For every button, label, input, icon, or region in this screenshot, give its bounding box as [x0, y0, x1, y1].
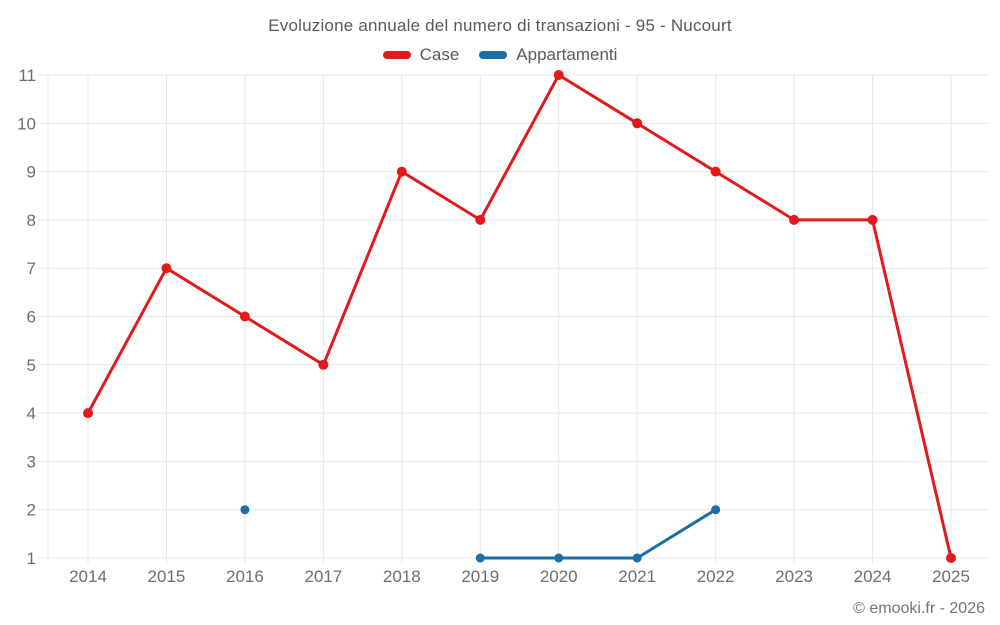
y-axis-label: 3 [27, 452, 36, 471]
x-axis-label: 2025 [932, 567, 970, 586]
x-axis-label: 2024 [854, 567, 892, 586]
chart-title: Evoluzione annuale del numero di transaz… [268, 16, 732, 35]
legend-item-appartamenti[interactable]: Appartamenti [479, 45, 617, 65]
footer-credit: © emooki.fr - 2026 [853, 600, 985, 617]
x-axis-label: 2015 [148, 567, 186, 586]
data-point-2019[interactable] [475, 553, 485, 563]
axis-labels: 1 2 3 4 5 6 7 8 9 10 11 2014 2015 2016 2017 2018 2019 202… [17, 66, 970, 586]
series-case [83, 70, 956, 563]
y-axis-label: 9 [27, 163, 36, 182]
x-axis-label: 2017 [304, 567, 342, 586]
legend-swatch-appartamenti-icon [479, 51, 508, 59]
y-axis-label: 4 [27, 404, 36, 423]
data-point-2020[interactable] [554, 553, 564, 563]
data-point-2023[interactable] [789, 214, 800, 225]
data-point-2022[interactable] [711, 505, 721, 515]
data-point-2015[interactable] [161, 263, 172, 274]
y-axis-label: 6 [27, 308, 36, 327]
data-point-2021[interactable] [632, 118, 643, 129]
x-axis-label: 2014 [69, 567, 107, 586]
y-axis-label: 1 [27, 549, 36, 568]
y-axis-label: 11 [18, 66, 36, 85]
data-point-2020[interactable] [553, 70, 564, 80]
x-axis-label: 2019 [461, 567, 499, 586]
data-point-2016[interactable] [239, 311, 250, 322]
data-point-2018[interactable] [396, 166, 407, 177]
x-axis-label: 2018 [383, 567, 421, 586]
series-appartamenti [240, 505, 721, 563]
x-axis-label: 2023 [775, 567, 813, 586]
data-point-2021[interactable] [632, 553, 642, 563]
data-point-2016[interactable] [240, 505, 250, 515]
data-point-2017[interactable] [318, 359, 329, 370]
data-point-2019[interactable] [475, 214, 486, 225]
y-axis-label: 5 [27, 356, 36, 375]
y-axis-label: 7 [27, 259, 36, 278]
y-axis-label: 2 [27, 501, 36, 520]
y-axis-label: 8 [27, 211, 36, 230]
chart-legend: Case Appartamenti [0, 45, 1000, 65]
data-point-2014[interactable] [83, 408, 93, 419]
x-axis-label: 2020 [540, 567, 578, 586]
legend-swatch-case-icon [382, 51, 411, 59]
data-point-2024[interactable] [867, 214, 878, 225]
x-axis-label: 2021 [618, 567, 656, 586]
data-point-2025[interactable] [946, 553, 956, 563]
data-point-2022[interactable] [710, 166, 721, 177]
y-axis-label: 10 [17, 114, 36, 133]
legend-item-case[interactable]: Case [382, 45, 460, 65]
series-line [478, 508, 718, 560]
legend-label-case: Case [419, 45, 460, 64]
x-axis-label: 2022 [697, 567, 735, 586]
legend-label-appartamenti: Appartamenti [516, 45, 618, 64]
series-line [86, 73, 953, 560]
grid [38, 74, 989, 564]
x-axis-label: 2016 [226, 567, 264, 586]
